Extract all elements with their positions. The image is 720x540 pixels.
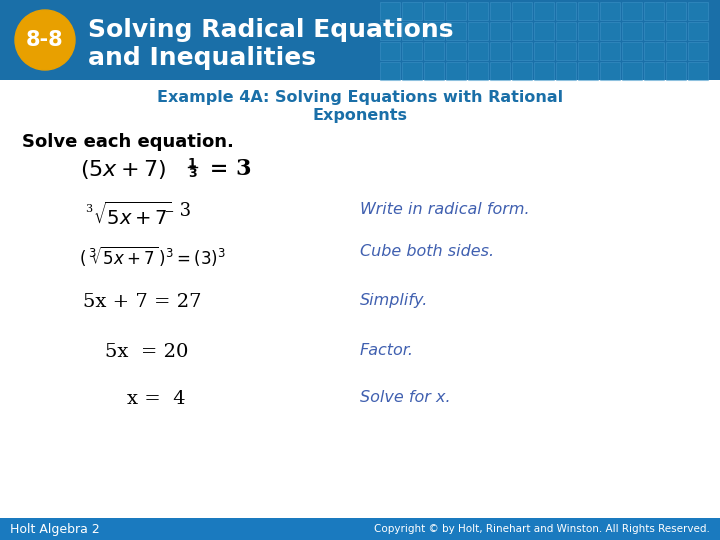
Text: Solving Radical Equations: Solving Radical Equations xyxy=(88,18,454,42)
FancyBboxPatch shape xyxy=(622,62,642,80)
Text: – 3: – 3 xyxy=(165,202,191,220)
FancyBboxPatch shape xyxy=(666,2,686,20)
FancyBboxPatch shape xyxy=(468,22,488,40)
FancyBboxPatch shape xyxy=(512,2,532,20)
Text: Factor.: Factor. xyxy=(360,343,414,358)
Text: 5x  = 20: 5x = 20 xyxy=(105,343,189,361)
FancyBboxPatch shape xyxy=(380,62,400,80)
Text: 8-8: 8-8 xyxy=(26,30,64,50)
Text: Holt Algebra 2: Holt Algebra 2 xyxy=(10,523,100,536)
Text: Solve each equation.: Solve each equation. xyxy=(22,133,234,151)
Text: 3: 3 xyxy=(85,204,92,214)
Text: and Inequalities: and Inequalities xyxy=(88,46,316,70)
FancyBboxPatch shape xyxy=(424,22,444,40)
Text: 1: 1 xyxy=(188,157,197,170)
FancyBboxPatch shape xyxy=(534,2,554,20)
FancyBboxPatch shape xyxy=(578,22,598,40)
FancyBboxPatch shape xyxy=(446,42,466,60)
FancyBboxPatch shape xyxy=(578,62,598,80)
Circle shape xyxy=(15,10,75,70)
FancyBboxPatch shape xyxy=(512,42,532,60)
FancyBboxPatch shape xyxy=(424,2,444,20)
FancyBboxPatch shape xyxy=(0,518,720,540)
Text: = 3: = 3 xyxy=(202,158,251,180)
FancyBboxPatch shape xyxy=(622,2,642,20)
FancyBboxPatch shape xyxy=(688,22,708,40)
FancyBboxPatch shape xyxy=(0,0,720,80)
Text: $\sqrt{5x+7}$: $\sqrt{5x+7}$ xyxy=(93,202,171,230)
FancyBboxPatch shape xyxy=(644,42,664,60)
Text: Write in radical form.: Write in radical form. xyxy=(360,202,530,217)
FancyBboxPatch shape xyxy=(402,22,422,40)
Text: Simplify.: Simplify. xyxy=(360,293,428,308)
FancyBboxPatch shape xyxy=(688,2,708,20)
FancyBboxPatch shape xyxy=(534,22,554,40)
FancyBboxPatch shape xyxy=(490,42,510,60)
FancyBboxPatch shape xyxy=(556,22,576,40)
Text: Exponents: Exponents xyxy=(312,108,408,123)
FancyBboxPatch shape xyxy=(446,22,466,40)
FancyBboxPatch shape xyxy=(380,42,400,60)
FancyBboxPatch shape xyxy=(556,2,576,20)
FancyBboxPatch shape xyxy=(490,62,510,80)
FancyBboxPatch shape xyxy=(688,62,708,80)
FancyBboxPatch shape xyxy=(600,22,620,40)
FancyBboxPatch shape xyxy=(556,42,576,60)
Text: Copyright © by Holt, Rinehart and Winston. All Rights Reserved.: Copyright © by Holt, Rinehart and Winsto… xyxy=(374,524,710,534)
FancyBboxPatch shape xyxy=(644,2,664,20)
Text: 5x + 7 = 27: 5x + 7 = 27 xyxy=(83,293,202,311)
FancyBboxPatch shape xyxy=(490,22,510,40)
FancyBboxPatch shape xyxy=(622,42,642,60)
FancyBboxPatch shape xyxy=(666,22,686,40)
FancyBboxPatch shape xyxy=(600,42,620,60)
FancyBboxPatch shape xyxy=(424,42,444,60)
FancyBboxPatch shape xyxy=(446,2,466,20)
FancyBboxPatch shape xyxy=(644,62,664,80)
Text: x =  4: x = 4 xyxy=(127,390,186,408)
FancyBboxPatch shape xyxy=(468,42,488,60)
FancyBboxPatch shape xyxy=(468,2,488,20)
FancyBboxPatch shape xyxy=(534,42,554,60)
FancyBboxPatch shape xyxy=(380,2,400,20)
FancyBboxPatch shape xyxy=(666,42,686,60)
FancyBboxPatch shape xyxy=(600,2,620,20)
FancyBboxPatch shape xyxy=(446,62,466,80)
FancyBboxPatch shape xyxy=(468,62,488,80)
FancyBboxPatch shape xyxy=(688,42,708,60)
Text: 3: 3 xyxy=(188,167,197,180)
FancyBboxPatch shape xyxy=(622,22,642,40)
Text: $(5x + 7)$: $(5x + 7)$ xyxy=(80,158,166,181)
FancyBboxPatch shape xyxy=(556,62,576,80)
Text: $\left(\,^3\!\!\sqrt{5x+7}\,\right)^3 = (3)^3$: $\left(\,^3\!\!\sqrt{5x+7}\,\right)^3 = … xyxy=(79,244,226,268)
FancyBboxPatch shape xyxy=(512,22,532,40)
Text: Cube both sides.: Cube both sides. xyxy=(360,244,494,259)
FancyBboxPatch shape xyxy=(402,62,422,80)
FancyBboxPatch shape xyxy=(512,62,532,80)
FancyBboxPatch shape xyxy=(600,62,620,80)
FancyBboxPatch shape xyxy=(402,2,422,20)
Text: Solve for x.: Solve for x. xyxy=(360,390,451,405)
FancyBboxPatch shape xyxy=(424,62,444,80)
FancyBboxPatch shape xyxy=(534,62,554,80)
FancyBboxPatch shape xyxy=(578,42,598,60)
FancyBboxPatch shape xyxy=(490,2,510,20)
FancyBboxPatch shape xyxy=(666,62,686,80)
FancyBboxPatch shape xyxy=(402,42,422,60)
FancyBboxPatch shape xyxy=(644,22,664,40)
Text: Example 4A: Solving Equations with Rational: Example 4A: Solving Equations with Ratio… xyxy=(157,90,563,105)
FancyBboxPatch shape xyxy=(380,22,400,40)
FancyBboxPatch shape xyxy=(578,2,598,20)
